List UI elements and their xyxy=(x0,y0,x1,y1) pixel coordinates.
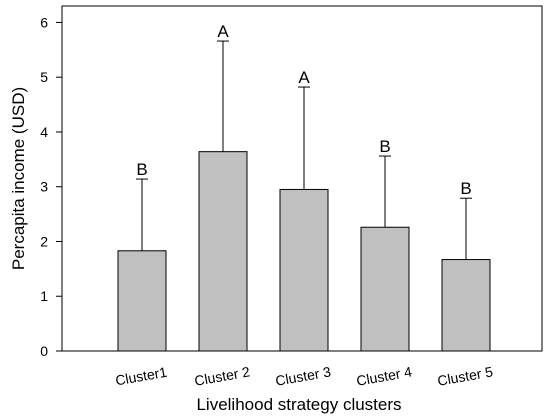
significance-letter-2: A xyxy=(217,22,229,41)
error-bars-layer xyxy=(136,40,472,260)
y-tick-label-4: 4 xyxy=(40,124,48,140)
bar-2 xyxy=(198,151,248,352)
y-tick-label-3: 3 xyxy=(40,179,48,195)
x-tick-label-2: Cluster 2 xyxy=(193,363,251,389)
x-tick-label-1: Cluster1 xyxy=(114,364,168,389)
bar-3 xyxy=(279,188,329,352)
y-axis: 0 1 2 3 4 5 6 xyxy=(40,14,62,359)
significance-letters-layer: B A A B B xyxy=(136,22,471,198)
x-axis-title: Livelihood strategy clusters xyxy=(196,395,401,414)
y-tick-label-6: 6 xyxy=(40,14,48,30)
significance-letter-3: A xyxy=(298,68,310,87)
x-tick-label-5: Cluster 5 xyxy=(436,363,494,389)
significance-letter-5: B xyxy=(460,179,471,198)
plot-frame xyxy=(61,5,543,352)
bar-1 xyxy=(117,250,167,352)
y-tick-label-5: 5 xyxy=(40,69,48,85)
y-axis-title: Percapita income (USD) xyxy=(9,87,28,270)
x-axis: Cluster1 Cluster 2 Cluster 3 Cluster 4 Clust… xyxy=(114,363,494,389)
significance-letter-1: B xyxy=(136,160,147,179)
y-tick-label-2: 2 xyxy=(40,233,48,249)
significance-letter-4: B xyxy=(379,137,390,156)
x-tick-label-4: Cluster 4 xyxy=(355,363,413,389)
y-tick-label-0: 0 xyxy=(40,343,48,359)
y-tick-label-1: 1 xyxy=(40,288,48,304)
bar-4 xyxy=(360,226,410,352)
x-tick-label-3: Cluster 3 xyxy=(274,363,332,389)
bar-5 xyxy=(441,259,491,352)
